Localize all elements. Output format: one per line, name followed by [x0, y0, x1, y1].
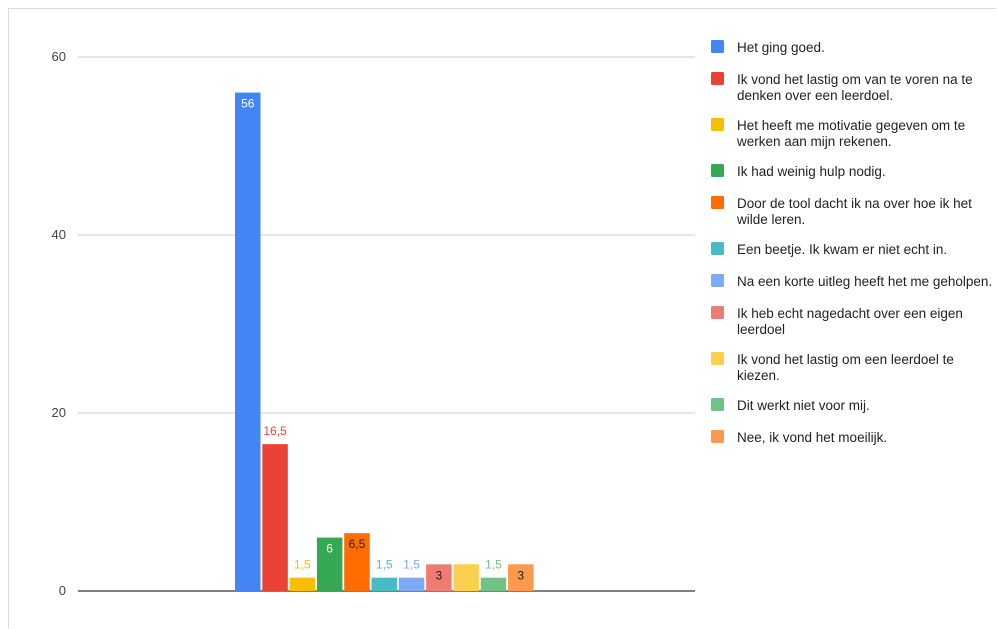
bar-10 [480, 577, 507, 591]
y-tick-label: 40 [52, 227, 66, 242]
legend-swatch [711, 430, 724, 443]
bar-5 [344, 533, 370, 591]
y-tick-label: 0 [59, 583, 66, 598]
data-label: 1,5 [294, 558, 311, 572]
bar-3 [289, 577, 316, 591]
data-label: 56 [241, 97, 255, 111]
y-tick-label: 20 [52, 405, 66, 420]
legend-label: Dit werkt niet voor mij. [737, 398, 870, 413]
legend-label: Ik had weinig hulp nodig. [737, 164, 886, 179]
legend-swatch [711, 242, 724, 255]
data-label: 3 [436, 568, 443, 582]
legend-label: Ik vond het lastig om van te voren na te… [737, 72, 973, 103]
legend-swatch [711, 306, 724, 319]
y-tick-label: 60 [52, 49, 66, 64]
legend-label: Een beetje. Ik kwam er niet echt in. [737, 242, 947, 257]
bar-4 [316, 537, 343, 591]
data-label: 6,5 [349, 537, 366, 551]
legend-swatch [711, 164, 724, 177]
bar-7 [398, 577, 425, 591]
data-label: 1,5 [376, 558, 393, 572]
legend-swatch [711, 352, 724, 365]
bar-6 [371, 577, 397, 591]
legend-label: Ik vond het lastig om een leerdoel te kie… [737, 352, 954, 383]
bar-9 [453, 564, 479, 591]
bar-2 [262, 444, 288, 591]
legend-swatch [711, 274, 724, 287]
chart-frame [8, 8, 996, 628]
legend-label: Door de tool dacht ik na over hoe ik het… [736, 196, 972, 227]
data-label: 6 [326, 542, 333, 556]
legend-swatch [711, 398, 724, 411]
bar-1 [235, 92, 261, 591]
legend-swatch [711, 196, 724, 209]
legend-label: Na een korte uitleg heeft het me geholpe… [737, 274, 992, 289]
data-label: 3 [517, 568, 524, 582]
legend-label: Ik heb echt nagedacht over een eigen leer… [737, 306, 963, 337]
bar-11 [508, 564, 534, 591]
legend-label: Het ging goed. [737, 40, 825, 55]
data-label: 16,5 [263, 424, 287, 438]
data-label: 1,5 [485, 558, 502, 572]
legend-swatch [711, 118, 724, 131]
data-label: 1,5 [403, 558, 420, 572]
legend-swatch [711, 72, 724, 85]
legend-swatch [711, 40, 724, 53]
legend-label: Het heeft me motivatie gegeven om te werk… [736, 118, 965, 149]
legend-label: Nee, ik vond het moeilijk. [737, 430, 887, 445]
bar-8 [426, 564, 452, 591]
